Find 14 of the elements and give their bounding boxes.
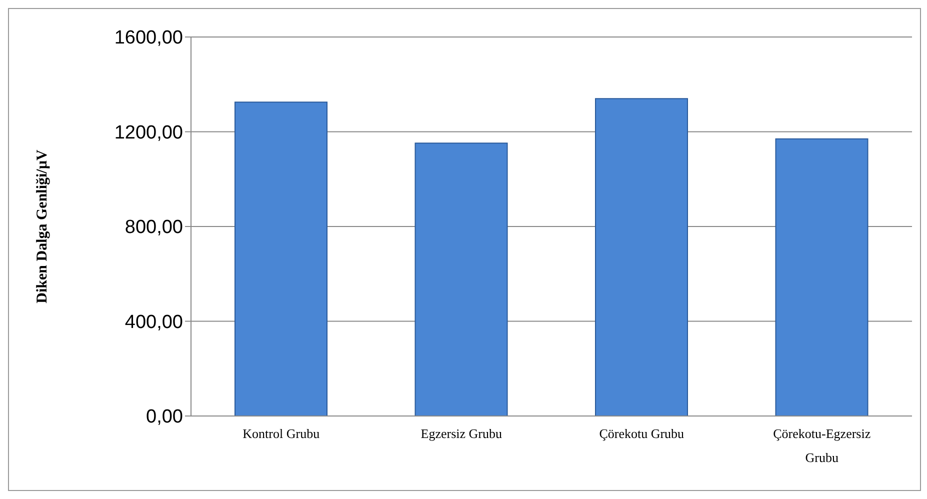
y-tick-label: 400,00 [124,312,183,333]
y-tick-label: 0,00 [146,406,183,428]
bar [775,138,868,416]
x-tick-label: Çörekotu-Egzersiz Grubu [773,426,871,465]
x-tick-label: Egzersiz Grubu [420,426,502,441]
y-tick-label: 1600,00 [114,28,183,49]
bar [595,98,688,416]
y-axis-title: Diken Dalga Genliği/µV [34,150,50,304]
bar [414,142,508,416]
x-tick-label: Kontrol Grubu [242,426,320,441]
y-tick-label: 1200,00 [114,122,183,144]
x-tick-label: Çörekotu Grubu [599,426,685,441]
bar [234,102,328,416]
y-tick-label: 800,00 [124,217,183,238]
